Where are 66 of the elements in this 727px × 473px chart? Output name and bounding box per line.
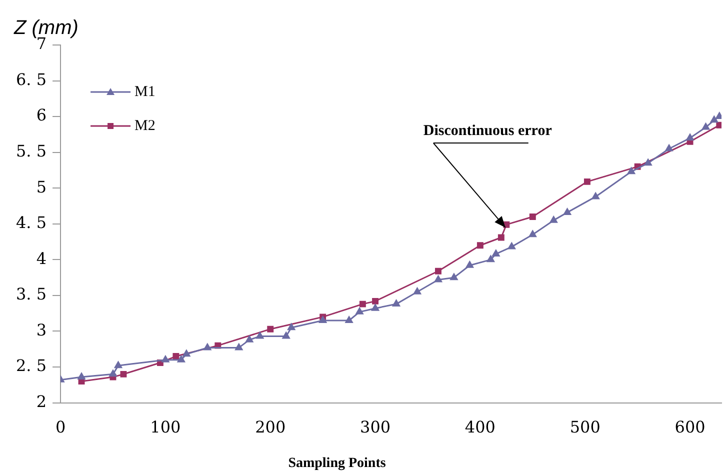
point	[235, 343, 243, 350]
point	[162, 356, 170, 362]
y-tick-label: 3. 5	[16, 284, 47, 304]
point	[665, 144, 673, 152]
x-tick-label: 200	[255, 418, 286, 437]
point	[371, 304, 380, 311]
y-tick-label: 4. 5	[16, 213, 47, 232]
point	[204, 343, 212, 350]
point	[359, 300, 366, 308]
x-tick-label: 0	[55, 418, 66, 437]
point	[710, 116, 718, 123]
point	[528, 230, 536, 238]
point	[550, 216, 558, 223]
point	[450, 273, 458, 280]
y-tick-label: 6	[36, 106, 47, 125]
point	[486, 255, 494, 262]
point	[109, 370, 117, 377]
point	[592, 192, 600, 200]
legend-label: M2	[134, 118, 156, 134]
legend-label: M1	[134, 84, 156, 100]
point	[434, 275, 442, 282]
point	[256, 332, 264, 339]
point	[492, 250, 500, 256]
point	[372, 298, 379, 304]
point	[584, 178, 590, 185]
point	[177, 356, 185, 362]
point	[627, 167, 636, 174]
point	[529, 214, 536, 220]
point	[508, 242, 516, 250]
point	[267, 326, 274, 332]
y-tick-label: 4	[36, 248, 47, 268]
point	[288, 323, 296, 330]
point	[282, 332, 290, 339]
x-tick-label: 400	[464, 418, 496, 437]
annotation: Discontinuous error	[423, 123, 552, 139]
point	[716, 122, 722, 128]
point	[392, 300, 400, 307]
point	[120, 370, 127, 378]
x-tick-label: 100	[150, 418, 181, 437]
y-tick-label: 2. 5	[16, 356, 47, 376]
point	[114, 361, 122, 368]
y-tick-label: 6. 5	[16, 70, 47, 89]
point	[319, 316, 327, 324]
y-tick-label: 3	[36, 320, 47, 340]
point	[563, 208, 572, 215]
x-axis-title: Sampling Points	[288, 456, 386, 471]
point	[498, 234, 504, 241]
point	[246, 336, 254, 342]
x-tick-label: 600	[674, 418, 706, 437]
point	[356, 308, 364, 314]
point	[466, 261, 474, 268]
point	[78, 372, 86, 380]
point	[435, 268, 442, 274]
point	[476, 242, 484, 249]
point	[686, 134, 694, 141]
y-tick-label: 5. 5	[16, 141, 47, 160]
point	[172, 353, 180, 360]
point	[345, 316, 353, 324]
y-tick-label: 5	[36, 177, 47, 196]
y-tick-label: 2	[36, 392, 47, 411]
x-tick-label: 300	[360, 418, 391, 437]
point	[644, 158, 652, 166]
point	[182, 350, 190, 357]
point	[413, 288, 422, 294]
point	[702, 123, 710, 130]
x-tick-label: 500	[570, 418, 600, 437]
